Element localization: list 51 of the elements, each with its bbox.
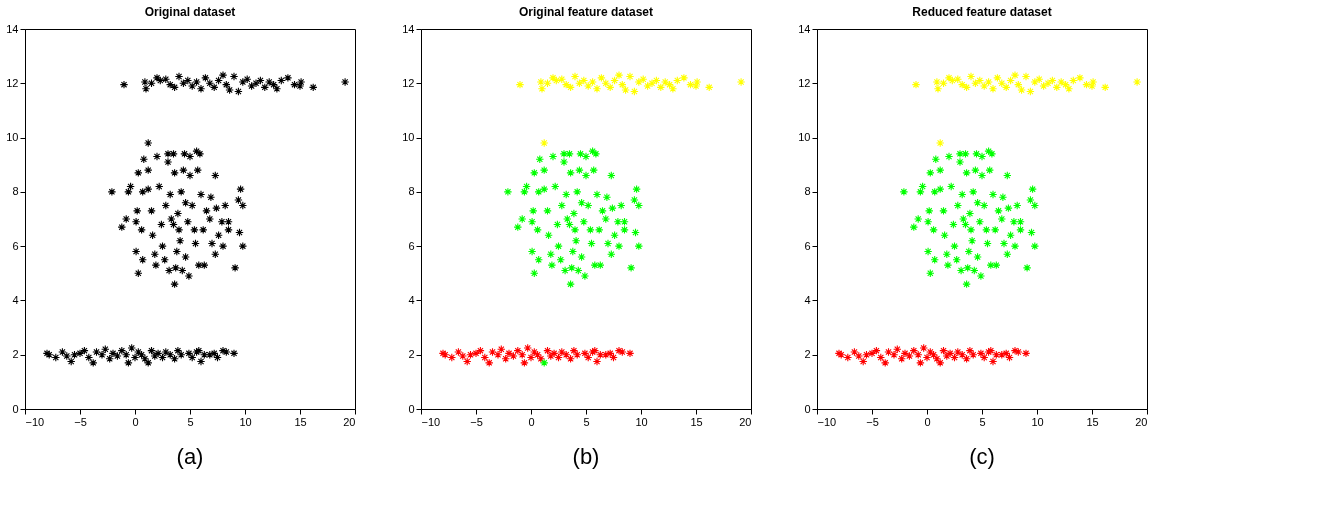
y-tick-label: 12 <box>798 76 811 89</box>
x-tick-label: 15 <box>690 415 703 428</box>
x-tick-label: 20 <box>739 415 752 428</box>
y-tick-label: 10 <box>798 131 811 144</box>
y-tick-label: 6 <box>804 239 811 252</box>
y-tick-label: 6 <box>12 239 19 252</box>
chart-title: Reduced feature dataset <box>912 5 1052 19</box>
y-tick-label: 8 <box>408 185 415 198</box>
x-tick-label: 15 <box>294 415 307 428</box>
y-tick-label: 4 <box>12 293 19 306</box>
y-tick-label: 14 <box>402 22 415 35</box>
x-tick-label: 10 <box>1031 415 1044 428</box>
x-tick-label: 5 <box>979 415 986 428</box>
y-tick-label: 10 <box>402 131 415 144</box>
x-tick-label: −5 <box>470 415 483 428</box>
x-tick-label: 5 <box>187 415 194 428</box>
text: (b) <box>572 444 600 469</box>
x-tick-label: 20 <box>343 415 356 428</box>
x-tick-label: 5 <box>583 415 590 428</box>
y-tick-label: 0 <box>408 402 415 415</box>
y-tick-label: 4 <box>408 293 415 306</box>
x-tick-label: −10 <box>817 415 837 428</box>
x-tick-label: −5 <box>74 415 87 428</box>
y-tick-label: 2 <box>408 348 415 361</box>
x-tick-label: 10 <box>239 415 252 428</box>
chart-title: Original dataset <box>144 5 236 19</box>
y-tick-label: 14 <box>798 22 811 35</box>
x-tick-label: −10 <box>421 415 441 428</box>
x-tick-label: 10 <box>635 415 648 428</box>
text: (a) <box>176 444 204 469</box>
x-tick-label: 0 <box>528 415 535 428</box>
y-tick-label: 0 <box>804 402 811 415</box>
y-tick-label: 2 <box>804 348 811 361</box>
y-tick-label: 12 <box>402 76 415 89</box>
x-tick-label: 20 <box>1135 415 1148 428</box>
x-tick-label: 0 <box>924 415 931 428</box>
y-tick-label: 8 <box>804 185 811 198</box>
x-tick-label: −10 <box>25 415 45 428</box>
y-tick-label: 14 <box>6 22 19 35</box>
y-tick-label: 6 <box>408 239 415 252</box>
text: (c) <box>969 444 995 469</box>
y-tick-label: 4 <box>804 293 811 306</box>
x-tick-label: −5 <box>866 415 879 428</box>
x-tick-label: 15 <box>1086 415 1099 428</box>
y-tick-label: 2 <box>12 348 19 361</box>
chart-title: Original feature dataset <box>518 5 654 19</box>
y-tick-label: 12 <box>6 76 19 89</box>
y-tick-label: 10 <box>6 131 19 144</box>
y-tick-label: 8 <box>12 185 19 198</box>
y-tick-label: 0 <box>12 402 19 415</box>
x-tick-label: 0 <box>132 415 139 428</box>
